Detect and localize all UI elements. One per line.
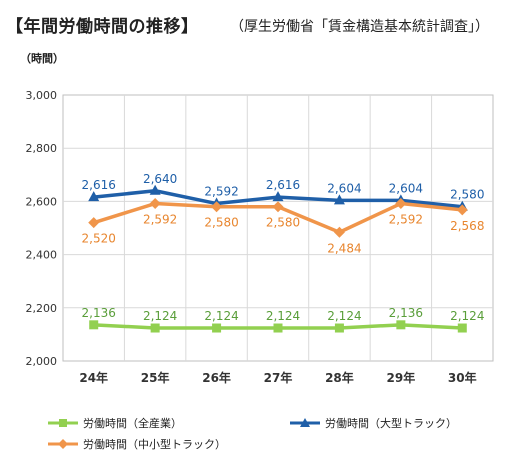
y-tick-label: 2,800 (26, 142, 58, 155)
data-point (333, 226, 345, 238)
y-axis-unit: （時間） (20, 52, 64, 65)
legend-symbol-all-industries (48, 417, 78, 429)
x-tick-label: 26年 (202, 370, 231, 385)
data-point (150, 323, 160, 333)
data-point (211, 201, 223, 213)
data-label: 2,124 (204, 309, 238, 323)
data-label: 2,580 (266, 216, 300, 230)
data-label: 2,484 (327, 241, 361, 255)
data-point (88, 191, 100, 202)
x-tick-label: 28年 (325, 370, 354, 385)
data-point (396, 320, 406, 330)
data-label: 2,124 (266, 309, 300, 323)
data-label: 2,520 (82, 232, 116, 246)
data-label: 2,616 (266, 178, 300, 192)
data-label: 2,592 (389, 213, 423, 227)
data-point (149, 198, 161, 210)
y-tick-label: 2,000 (26, 355, 58, 368)
data-label: 2,604 (327, 181, 361, 195)
data-label: 2,592 (143, 213, 177, 227)
chart-source: （厚生労働省「賃金構造基本統計調査」） (230, 19, 489, 35)
chart-title: 【年間労働時間の推移】 (6, 17, 199, 37)
data-point (89, 320, 99, 330)
data-label: 2,124 (450, 309, 484, 323)
x-tick-label: 24年 (79, 370, 108, 385)
data-point (212, 323, 222, 333)
legend-symbol-large-truck (290, 417, 320, 429)
x-tick-label: 29年 (387, 370, 416, 385)
x-tick-label: 27年 (264, 370, 293, 385)
data-point (395, 198, 407, 210)
data-point (273, 323, 283, 333)
data-point (457, 323, 467, 333)
data-label: 2,592 (204, 185, 238, 199)
x-tick-label: 25年 (141, 370, 170, 385)
data-point (149, 184, 161, 195)
legend-label-large-truck: 労働時間（大型トラック） (325, 417, 457, 430)
legend-label-all-industries: 労働時間（全産業） (83, 417, 182, 430)
data-label: 2,124 (327, 309, 361, 323)
y-tick-label: 2,400 (26, 249, 58, 262)
legend-symbol-small-medium-truck (48, 438, 78, 450)
data-point (333, 194, 345, 205)
data-point (334, 323, 344, 333)
data-label: 2,568 (450, 219, 484, 233)
legend-item-large-truck: 労働時間（大型トラック） (290, 415, 457, 431)
x-tick-label: 30年 (448, 370, 477, 385)
data-point (88, 217, 100, 229)
data-label: 2,580 (204, 216, 238, 230)
data-label: 2,580 (450, 188, 484, 202)
legend-item-small-medium-truck: 労働時間（中小型トラック） (48, 436, 226, 452)
data-label: 2,136 (82, 306, 116, 320)
data-point (272, 191, 284, 202)
y-tick-label: 2,600 (26, 195, 58, 208)
legend-label-small-medium-truck: 労働時間（中小型トラック） (83, 438, 226, 451)
data-label: 2,136 (389, 306, 423, 320)
data-point (272, 201, 284, 213)
data-label: 2,604 (389, 181, 423, 195)
data-label: 2,640 (143, 172, 177, 186)
data-label: 2,124 (143, 309, 177, 323)
legend-item-all-industries: 労働時間（全産業） (48, 415, 182, 431)
data-point (456, 204, 468, 216)
data-label: 2,616 (82, 178, 116, 192)
y-tick-label: 2,200 (26, 302, 58, 315)
y-tick-label: 3,000 (26, 89, 58, 102)
plot-area (62, 94, 494, 362)
